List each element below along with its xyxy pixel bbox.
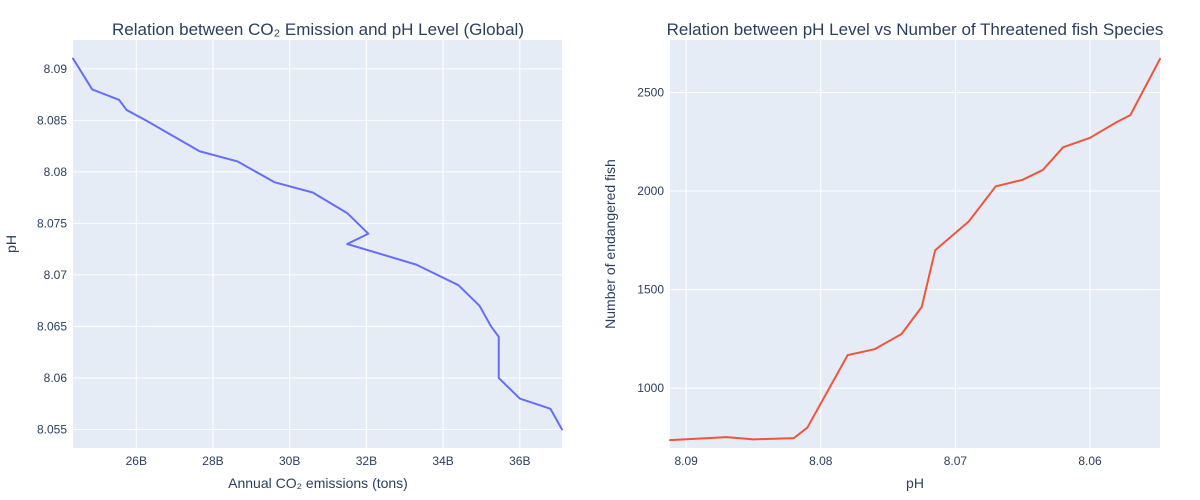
y-tick-label: 8.085 bbox=[37, 113, 67, 127]
x-tick-label: 36B bbox=[509, 454, 530, 468]
y-tick-label: 8.06 bbox=[44, 371, 68, 385]
x-tick-label: 8.08 bbox=[809, 454, 833, 468]
gridlines bbox=[670, 40, 1160, 448]
series-line bbox=[669, 57, 1161, 442]
chart-co2-vs-ph: 26B 28B 30B 32B 34B 36B 8.0558.068.0658.078.0… bbox=[3, 20, 563, 491]
series-lines bbox=[72, 57, 563, 431]
chart-title: Relation between pH Level vs Number of T… bbox=[667, 20, 1164, 39]
plot-area bbox=[73, 40, 562, 448]
y-tick-label: 8.08 bbox=[44, 165, 68, 179]
y-tick-label: 1500 bbox=[637, 283, 664, 297]
gridlines bbox=[73, 40, 562, 448]
y-axis-label: pH bbox=[3, 235, 19, 253]
x-tick-labels: 26B 28B 30B 32B 34B 36B bbox=[126, 454, 531, 468]
y-tick-label: 8.09 bbox=[44, 62, 68, 76]
y-tick-label: 2500 bbox=[637, 85, 664, 99]
y-tick-label: 8.055 bbox=[37, 422, 67, 436]
chart-ph-vs-fish: 8.09 8.08 8.07 8.06 1000 1500 2000 2500 Relati… bbox=[602, 20, 1163, 491]
y-tick-label: 1000 bbox=[637, 381, 664, 395]
x-tick-label: 28B bbox=[202, 454, 223, 468]
x-tick-label: 34B bbox=[432, 454, 453, 468]
y-tick-label: 2000 bbox=[637, 184, 664, 198]
chart-title: Relation between CO₂ Emission and pH Lev… bbox=[112, 20, 524, 39]
x-tick-label: 26B bbox=[126, 454, 147, 468]
y-tick-labels: 1000 1500 2000 2500 bbox=[637, 85, 664, 395]
x-tick-label: 32B bbox=[356, 454, 377, 468]
series-line bbox=[72, 57, 563, 431]
x-tick-label: 8.06 bbox=[1078, 454, 1102, 468]
y-tick-label: 8.065 bbox=[37, 319, 67, 333]
x-axis-label: Annual CO₂ emissions (tons) bbox=[228, 475, 408, 491]
y-axis-label: Number of endangered fish bbox=[602, 159, 618, 329]
y-tick-label: 8.075 bbox=[37, 216, 67, 230]
x-tick-label: 30B bbox=[279, 454, 300, 468]
x-tick-label: 8.09 bbox=[674, 454, 698, 468]
plot-area bbox=[670, 40, 1160, 448]
x-tick-label: 8.07 bbox=[944, 454, 968, 468]
x-tick-labels: 8.09 8.08 8.07 8.06 bbox=[674, 454, 1102, 468]
series-lines bbox=[669, 57, 1161, 442]
y-tick-labels: 8.055 8.06 8.065 8.07 8.075 8.08 8.085 8.09 bbox=[37, 62, 67, 437]
x-axis-label: pH bbox=[906, 475, 924, 491]
y-tick-label: 8.07 bbox=[44, 268, 68, 282]
